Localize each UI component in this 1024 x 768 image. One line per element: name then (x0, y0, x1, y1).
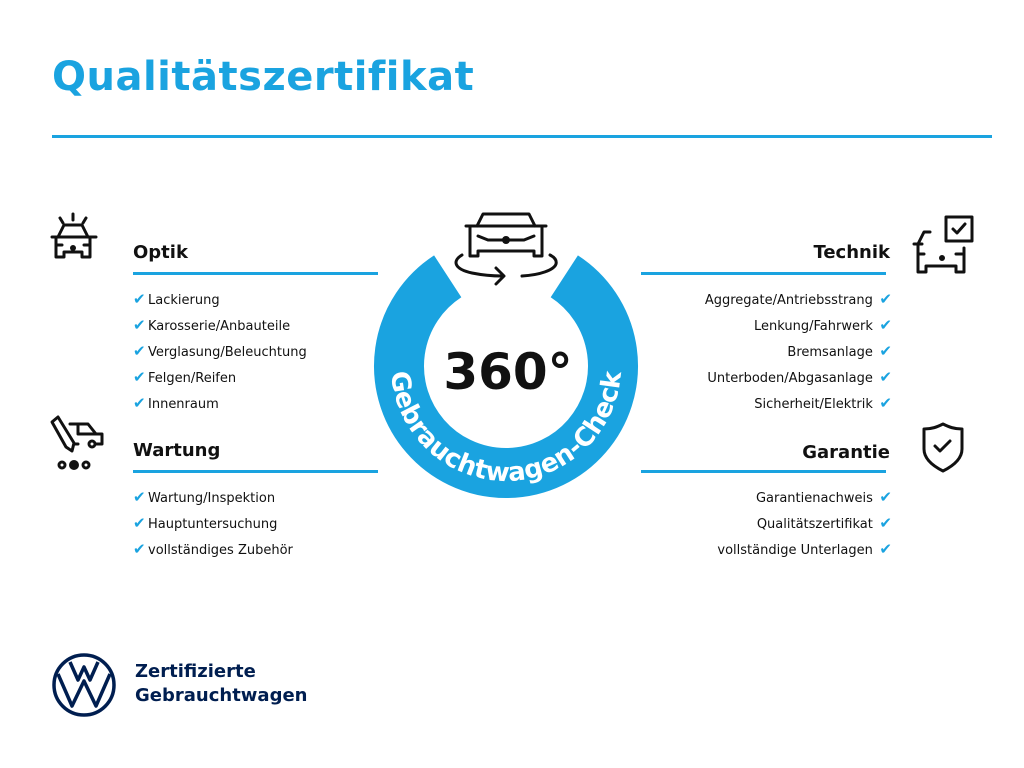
list-optik: ✔ Lackierung ✔ Karosserie/Anbauteile ✔ Verg… (133, 287, 307, 417)
check-icon: ✔ (133, 488, 146, 506)
section-divider-optik (133, 272, 378, 275)
item-label: Hauptuntersuchung (148, 517, 278, 532)
brand-text: Zertifizierte Gebrauchtwagen (135, 660, 307, 708)
check-icon: ✔ (133, 368, 146, 386)
section-divider-wartung (133, 470, 378, 473)
title-divider (52, 135, 992, 138)
section-divider-technik (641, 272, 886, 275)
check-icon: ✔ (133, 514, 146, 532)
list-item: Qualitätszertifikat ✔ (717, 511, 892, 537)
list-item: ✔ Innenraum (133, 391, 307, 417)
list-technik: Aggregate/Antriebsstrang ✔ Lenkung/Fahrw… (705, 287, 892, 417)
car-checkbox-icon (910, 214, 976, 278)
badge-number: 360° (443, 343, 572, 401)
list-item: Sicherheit/Elektrik ✔ (705, 391, 892, 417)
list-wartung: ✔ Wartung/Inspektion ✔ Hauptuntersuchung ✔… (133, 485, 293, 563)
list-item: Lenkung/Fahrwerk ✔ (705, 313, 892, 339)
list-item: Garantienachweis ✔ (717, 485, 892, 511)
list-item: ✔ Wartung/Inspektion (133, 485, 293, 511)
check-icon: ✔ (879, 342, 892, 360)
page-title: Qualitätszertifikat (52, 54, 475, 100)
brand-line-2: Gebrauchtwagen (135, 685, 308, 706)
check-icon: ✔ (133, 290, 146, 308)
check-icon: ✔ (879, 540, 892, 558)
check-icon: ✔ (879, 290, 892, 308)
item-label: Qualitätszertifikat (756, 517, 873, 532)
check-icon: ✔ (879, 488, 892, 506)
shield-check-icon (920, 422, 966, 474)
list-item: ✔ Karosserie/Anbauteile (133, 313, 307, 339)
section-title-garantie: Garantie (802, 442, 890, 463)
car-lights-icon (48, 212, 114, 278)
list-item: Aggregate/Antriebsstrang ✔ (705, 287, 892, 313)
item-label: Karosserie/Anbauteile (148, 319, 291, 334)
check-icon: ✔ (879, 316, 892, 334)
item-label: Innenraum (148, 397, 219, 412)
list-item: Bremsanlage ✔ (705, 339, 892, 365)
car-service-icon (48, 414, 114, 476)
item-label: Garantienachweis (755, 491, 873, 506)
list-item: ✔ Felgen/Reifen (133, 365, 307, 391)
item-label: Wartung/Inspektion (148, 491, 276, 506)
item-label: Lenkung/Fahrwerk (754, 319, 873, 334)
section-title-technik: Technik (813, 242, 890, 263)
check-icon: ✔ (133, 342, 146, 360)
item-label: Sicherheit/Elektrik (754, 397, 873, 412)
check-icon: ✔ (133, 540, 146, 558)
item-label: Aggregate/Antriebsstrang (704, 293, 873, 308)
brand-line-1: Zertifizierte (135, 661, 256, 682)
item-label: Bremsanlage (787, 345, 873, 360)
list-item: ✔ Hauptuntersuchung (133, 511, 293, 537)
car-rotate-icon (454, 212, 558, 286)
list-garantie: Garantienachweis ✔ Qualitätszertifikat ✔… (717, 485, 892, 563)
item-label: vollständiges Zubehör (148, 543, 293, 558)
check-icon: ✔ (133, 394, 146, 412)
check-icon: ✔ (879, 514, 892, 532)
section-title-wartung: Wartung (133, 440, 221, 461)
check-icon: ✔ (133, 316, 146, 334)
list-item: Unterboden/Abgasanlage ✔ (705, 365, 892, 391)
list-item: ✔ vollständiges Zubehör (133, 537, 293, 563)
vw-logo (51, 652, 117, 722)
list-item: vollständige Unterlagen ✔ (717, 537, 892, 563)
section-title-optik: Optik (133, 242, 188, 263)
list-item: ✔ Lackierung (133, 287, 307, 313)
item-label: Lackierung (148, 293, 220, 308)
item-label: Unterboden/Abgasanlage (707, 371, 873, 386)
check-icon: ✔ (879, 368, 892, 386)
item-label: Felgen/Reifen (148, 371, 237, 386)
list-item: ✔ Verglasung/Beleuchtung (133, 339, 307, 365)
item-label: vollständige Unterlagen (717, 543, 873, 558)
item-label: Verglasung/Beleuchtung (148, 345, 307, 360)
check-icon: ✔ (879, 394, 892, 412)
section-divider-garantie (641, 470, 886, 473)
badge-ring (374, 255, 638, 499)
